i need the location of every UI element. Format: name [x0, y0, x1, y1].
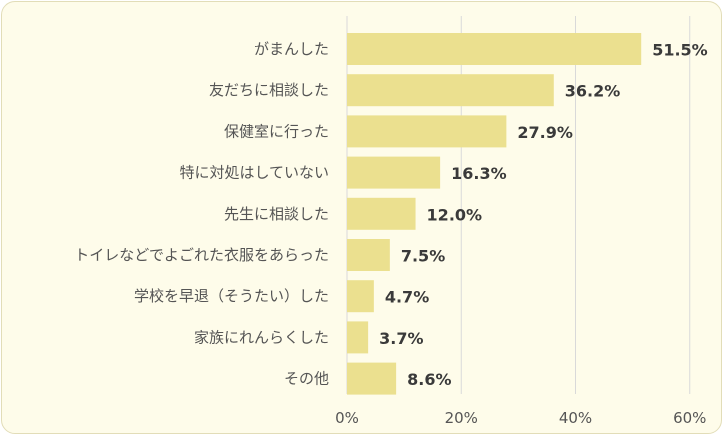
value-label: 7.5% — [401, 247, 445, 266]
category-label: 特に対処はしていない — [179, 164, 329, 182]
x-tick-label: 60% — [673, 409, 706, 427]
value-label: 51.5% — [652, 41, 708, 60]
bar — [347, 280, 374, 313]
category-label: 保健室に行った — [224, 122, 329, 140]
category-label: 先生に相談した — [224, 205, 329, 223]
bar — [347, 239, 390, 271]
x-tick-label: 0% — [335, 409, 359, 427]
bar — [347, 321, 369, 354]
category-label: 家族にれんらくした — [194, 328, 329, 346]
bar — [347, 115, 507, 148]
bar — [347, 33, 642, 65]
bar — [347, 74, 554, 107]
category-label: がまんした — [254, 40, 329, 58]
category-label: 学校を早退（そうたい）した — [134, 287, 329, 305]
category-label: トイレなどでよごれた衣服をあらった — [74, 246, 329, 264]
value-label: 8.6% — [407, 370, 451, 389]
bar — [347, 362, 397, 395]
value-label: 36.2% — [565, 82, 621, 101]
value-label: 4.7% — [385, 288, 429, 307]
x-tick-label: 20% — [445, 409, 478, 427]
value-label: 27.9% — [517, 123, 573, 142]
bar — [347, 156, 441, 189]
category-label: その他 — [284, 370, 329, 388]
category-label: 友だちに相談した — [209, 81, 329, 99]
bar — [347, 197, 416, 230]
x-tick-label: 40% — [559, 409, 592, 427]
value-label: 16.3% — [451, 164, 507, 183]
value-label: 3.7% — [379, 329, 423, 348]
value-label: 12.0% — [427, 205, 483, 224]
